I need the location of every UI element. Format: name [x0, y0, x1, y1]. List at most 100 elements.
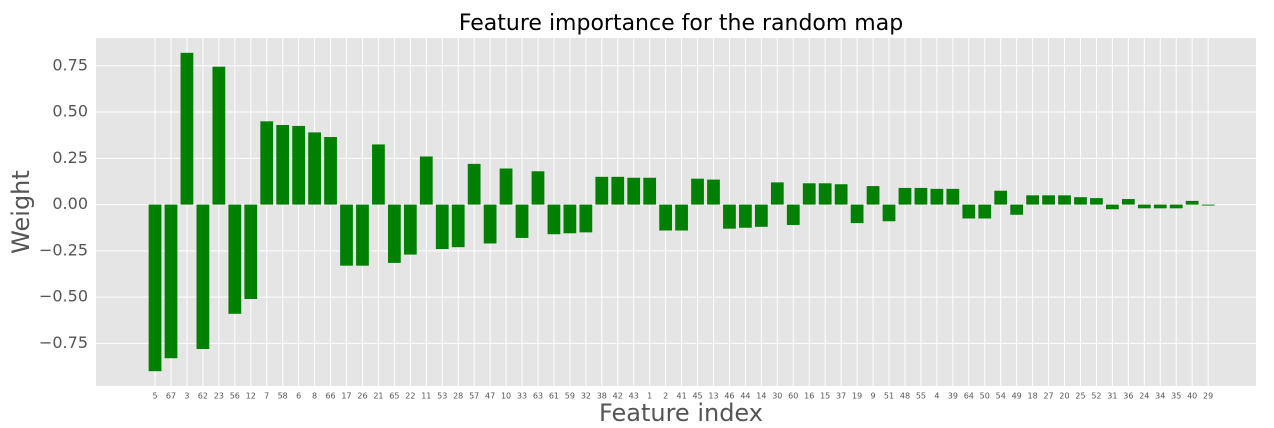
- y-axis-label: Weight: [7, 170, 35, 254]
- bar: [419, 156, 433, 205]
- x-tick-label: 55: [916, 392, 926, 401]
- bar: [754, 204, 768, 227]
- bar: [1137, 204, 1151, 209]
- x-tick-label: 46: [724, 392, 734, 401]
- x-tick-label: 50: [980, 392, 990, 401]
- bar: [627, 177, 641, 205]
- x-tick-label: 26: [357, 392, 367, 401]
- bar: [1106, 204, 1119, 210]
- bar: [930, 188, 944, 205]
- bar: [691, 178, 704, 205]
- bar: [451, 204, 465, 248]
- bar: [962, 204, 976, 219]
- y-tick-label: −0.75: [39, 333, 88, 352]
- bar: [834, 184, 848, 205]
- bar: [579, 204, 593, 233]
- x-tick-label: 14: [756, 392, 766, 401]
- chart-title: Feature importance for the random map: [459, 11, 903, 36]
- x-tick-label: 58: [278, 392, 288, 401]
- bar: [340, 204, 353, 266]
- x-tick-label: 18: [1028, 392, 1038, 401]
- bar: [1201, 204, 1215, 206]
- x-tick-label: 41: [676, 392, 686, 401]
- x-tick-label: 25: [1075, 392, 1085, 401]
- bar: [914, 187, 928, 205]
- bar: [499, 168, 513, 205]
- bar: [276, 125, 290, 205]
- bar: [1042, 195, 1055, 205]
- x-tick-label: 22: [405, 392, 415, 401]
- y-tick-label: −0.25: [39, 240, 88, 259]
- bar: [818, 183, 832, 205]
- x-tick-label: 49: [1012, 392, 1022, 401]
- x-tick-label: 32: [581, 392, 591, 401]
- bar: [324, 137, 337, 205]
- x-tick-label: 65: [389, 392, 399, 401]
- x-tick-label: 64: [964, 392, 974, 401]
- x-axis-label: Feature index: [599, 399, 763, 427]
- y-tick-label: −0.50: [39, 287, 88, 306]
- x-tick-label: 23: [214, 392, 224, 401]
- bar: [739, 204, 752, 228]
- bar: [372, 144, 385, 205]
- x-tick-label: 43: [629, 392, 639, 401]
- bar: [387, 204, 401, 263]
- x-tick-label: 16: [804, 392, 814, 401]
- x-tick-label: 31: [1107, 392, 1117, 401]
- bar: [1010, 204, 1024, 215]
- x-tick-label: 42: [613, 392, 623, 401]
- bar: [292, 125, 306, 205]
- x-tick-label: 45: [692, 392, 702, 401]
- bar: [659, 204, 673, 231]
- x-tick-label: 29: [1203, 392, 1213, 401]
- x-tick-label: 3: [184, 392, 189, 401]
- x-tick-label: 17: [341, 392, 351, 401]
- bar: [786, 204, 800, 225]
- bar: [850, 204, 864, 224]
- x-tick-label: 9: [871, 392, 876, 401]
- bar: [611, 176, 625, 205]
- bar: [643, 177, 657, 205]
- x-tick-label: 33: [517, 392, 527, 401]
- x-tick-label: 19: [852, 392, 862, 401]
- x-tick-label: 36: [1123, 392, 1133, 401]
- x-tick-label: 40: [1187, 392, 1197, 401]
- bar: [515, 204, 529, 238]
- x-tick-label: 53: [437, 392, 447, 401]
- bar: [723, 204, 736, 229]
- x-tick-label: 38: [597, 392, 607, 401]
- x-tick-label: 57: [469, 392, 479, 401]
- x-tick-label: 34: [1155, 392, 1165, 401]
- bar: [435, 204, 449, 250]
- bar: [403, 204, 417, 255]
- x-tick-label: 67: [166, 392, 176, 401]
- x-tick-label: 30: [772, 392, 782, 401]
- x-tick-label: 21: [373, 392, 383, 401]
- x-tick-label: 13: [708, 392, 718, 401]
- bar: [770, 182, 784, 205]
- bar: [148, 204, 162, 372]
- bar: [946, 188, 960, 205]
- x-tick-label: 8: [312, 392, 317, 401]
- x-tick-label: 7: [264, 392, 269, 401]
- bar: [707, 179, 720, 205]
- bar: [1090, 198, 1103, 205]
- bar: [675, 204, 688, 231]
- bar: [212, 66, 226, 205]
- x-tick-label: 24: [1139, 392, 1149, 401]
- bar: [882, 204, 896, 222]
- bar: [356, 204, 369, 266]
- bar: [164, 204, 178, 359]
- x-tick-label: 5: [152, 392, 157, 401]
- bar: [1026, 195, 1039, 205]
- x-tick-label: 48: [900, 392, 910, 401]
- x-tick-label: 59: [565, 392, 575, 401]
- x-tick-label: 6: [296, 392, 301, 401]
- x-tick-label: 62: [198, 392, 208, 401]
- y-tick-label: 0.75: [52, 55, 88, 74]
- bar: [1058, 195, 1071, 205]
- x-tick-label: 27: [1043, 392, 1053, 401]
- x-tick-label: 10: [501, 392, 511, 401]
- x-tick-label: 12: [246, 392, 256, 401]
